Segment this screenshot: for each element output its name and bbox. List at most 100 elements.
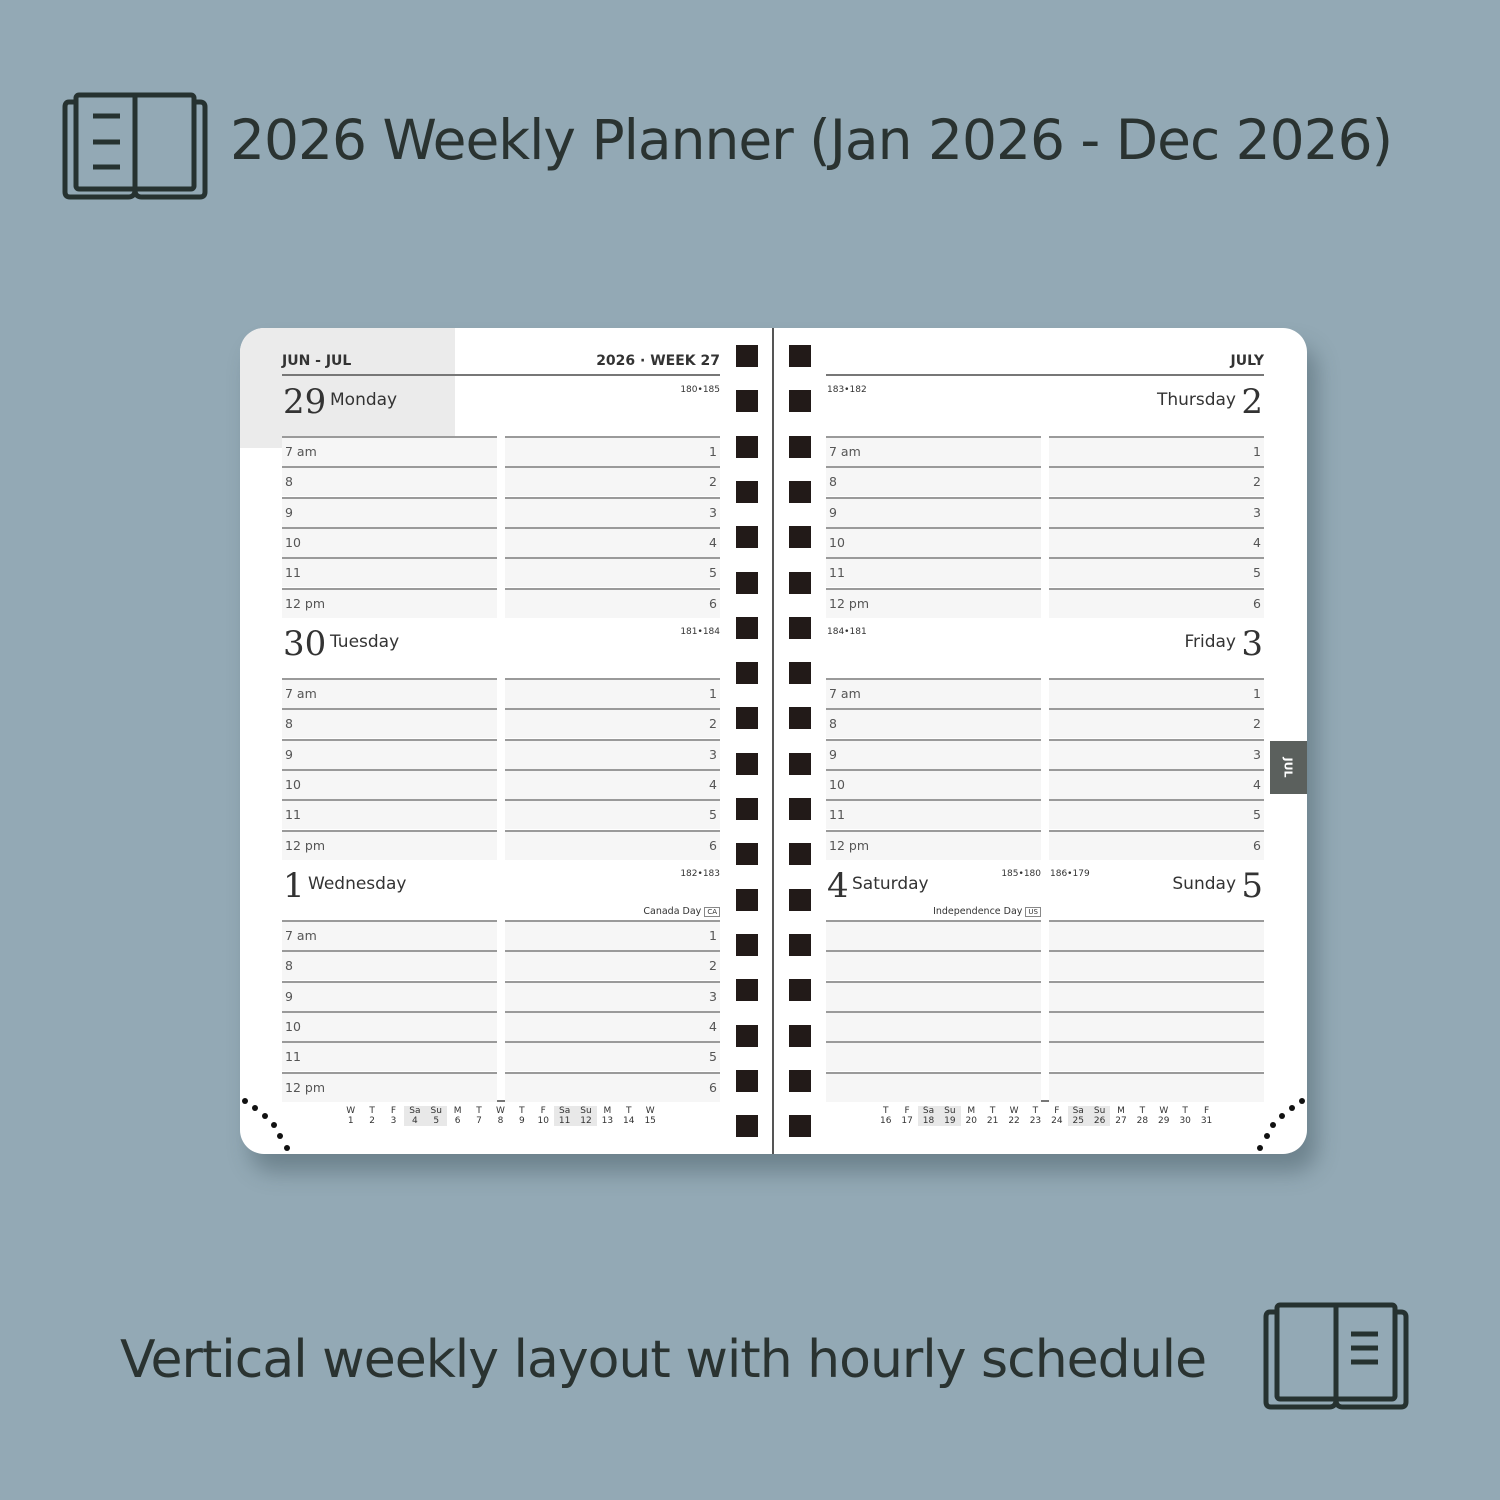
hour-row[interactable]: 6 xyxy=(505,1071,720,1102)
hour-row[interactable] xyxy=(1049,950,1264,981)
country-badge: CA xyxy=(704,907,720,917)
hour-row[interactable]: 6 xyxy=(505,587,720,618)
hour-row[interactable] xyxy=(826,1071,1041,1102)
hour-row[interactable]: 2 xyxy=(505,950,720,981)
day-name: Tuesday xyxy=(330,632,400,652)
spiral-hole xyxy=(789,1115,811,1138)
day-number: 2 xyxy=(1241,382,1263,422)
day-name: Wednesday xyxy=(308,874,407,894)
hour-row[interactable]: 5 xyxy=(1049,799,1264,830)
hour-row[interactable]: 9 xyxy=(826,738,1041,769)
hour-row[interactable]: 12 pm xyxy=(282,1071,497,1102)
spiral-hole xyxy=(789,480,811,503)
hour-row[interactable]: 2 xyxy=(1049,708,1264,739)
hour-row[interactable]: 12 pm xyxy=(282,587,497,618)
hour-row[interactable]: 12 pm xyxy=(826,829,1041,860)
hour-row[interactable]: 1 xyxy=(505,678,720,708)
hour-row[interactable]: 5 xyxy=(505,1041,720,1072)
hour-row[interactable] xyxy=(1049,980,1264,1011)
weekday: F xyxy=(1054,1106,1060,1116)
hour-row[interactable] xyxy=(1049,920,1264,950)
hour-row[interactable]: 5 xyxy=(505,799,720,830)
spiral-hole xyxy=(736,933,758,956)
date: 7 xyxy=(476,1116,482,1126)
hour-row[interactable]: 1 xyxy=(1049,678,1264,708)
hour-row[interactable]: 8 xyxy=(282,708,497,739)
hour-row[interactable]: 3 xyxy=(505,496,720,527)
hour-row[interactable]: 6 xyxy=(505,829,720,860)
hour-row[interactable]: 2 xyxy=(1049,466,1264,497)
month-tab-jul[interactable]: JUL xyxy=(1270,741,1307,794)
hour-row[interactable]: 10 xyxy=(826,768,1041,799)
hour-row[interactable]: 1 xyxy=(505,436,720,466)
day-number: 5 xyxy=(1241,866,1263,906)
spiral-hole xyxy=(736,1024,758,1047)
weekday: Sa xyxy=(558,1106,571,1116)
hour-row[interactable]: 1 xyxy=(1049,436,1264,466)
weekday: T xyxy=(1139,1106,1146,1116)
hour-row[interactable]: 3 xyxy=(505,980,720,1011)
hour-row[interactable]: 6 xyxy=(1049,587,1264,618)
binding-dot xyxy=(262,1113,268,1119)
weekday: T xyxy=(626,1106,632,1116)
hour-row[interactable]: 11 xyxy=(282,1041,497,1072)
hour-row[interactable]: 8 xyxy=(826,708,1041,739)
hour-row[interactable]: 11 xyxy=(282,799,497,830)
hour-row[interactable]: 8 xyxy=(826,466,1041,497)
hour-row[interactable]: 5 xyxy=(505,557,720,588)
hour-row[interactable]: 3 xyxy=(1049,738,1264,769)
hour-row[interactable]: 7 am xyxy=(282,436,497,466)
hour-row[interactable]: 11 xyxy=(826,799,1041,830)
hour-row[interactable]: 12 pm xyxy=(282,829,497,860)
hour-row[interactable]: 10 xyxy=(282,1010,497,1041)
hour-row[interactable]: 9 xyxy=(282,738,497,769)
mini-calendar-day: T 30 xyxy=(1174,1106,1195,1126)
hour-row[interactable]: 2 xyxy=(505,708,720,739)
hour-row[interactable]: 6 xyxy=(1049,829,1264,860)
hour-row[interactable]: 1 xyxy=(505,920,720,950)
hour-row[interactable] xyxy=(826,950,1041,981)
hour-row[interactable]: 4 xyxy=(505,526,720,557)
mini-calendar-day: M 13 xyxy=(597,1106,618,1126)
hour-row[interactable] xyxy=(826,920,1041,950)
day-number: 4 xyxy=(827,866,849,906)
hour-row[interactable]: 9 xyxy=(826,496,1041,527)
binding-dot xyxy=(252,1105,258,1111)
hour-row[interactable] xyxy=(826,1010,1041,1041)
hour-row[interactable] xyxy=(826,1041,1041,1072)
hour-row[interactable]: 4 xyxy=(1049,768,1264,799)
spiral-hole xyxy=(789,435,811,458)
hour-row[interactable]: 10 xyxy=(282,526,497,557)
hour-row[interactable]: 8 xyxy=(282,950,497,981)
spiral-hole xyxy=(789,616,811,639)
hour-row[interactable]: 9 xyxy=(282,496,497,527)
hour-row[interactable]: 2 xyxy=(505,466,720,497)
date: 21 xyxy=(986,1116,999,1126)
hour-row[interactable]: 10 xyxy=(282,768,497,799)
mini-calendar-day: T 28 xyxy=(1132,1106,1153,1126)
hour-row[interactable]: 10 xyxy=(826,526,1041,557)
day-number: 29 xyxy=(283,382,327,422)
hour-row[interactable] xyxy=(1049,1041,1264,1072)
hour-row[interactable]: 4 xyxy=(505,768,720,799)
hour-row[interactable]: 3 xyxy=(1049,496,1264,527)
hour-row[interactable]: 5 xyxy=(1049,557,1264,588)
hour-row[interactable]: 3 xyxy=(505,738,720,769)
day-of-year: 181•184 xyxy=(680,627,720,637)
hour-row[interactable]: 7 am xyxy=(282,678,497,708)
mini-calendar-day: Sa 25 xyxy=(1067,1106,1089,1126)
hour-row[interactable] xyxy=(1049,1071,1264,1102)
hour-row[interactable]: 4 xyxy=(1049,526,1264,557)
hour-row[interactable] xyxy=(826,980,1041,1011)
hour-row[interactable]: 7 am xyxy=(282,920,497,950)
hour-row[interactable]: 12 pm xyxy=(826,587,1041,618)
hour-row[interactable]: 11 xyxy=(282,557,497,588)
hour-row[interactable]: 8 xyxy=(282,466,497,497)
hour-row[interactable] xyxy=(1049,1010,1264,1041)
hour-row[interactable]: 7 am xyxy=(826,678,1041,708)
hour-row[interactable]: 9 xyxy=(282,980,497,1011)
hour-row[interactable]: 7 am xyxy=(826,436,1041,466)
hour-row[interactable]: 11 xyxy=(826,557,1041,588)
hour-row[interactable]: 4 xyxy=(505,1010,720,1041)
